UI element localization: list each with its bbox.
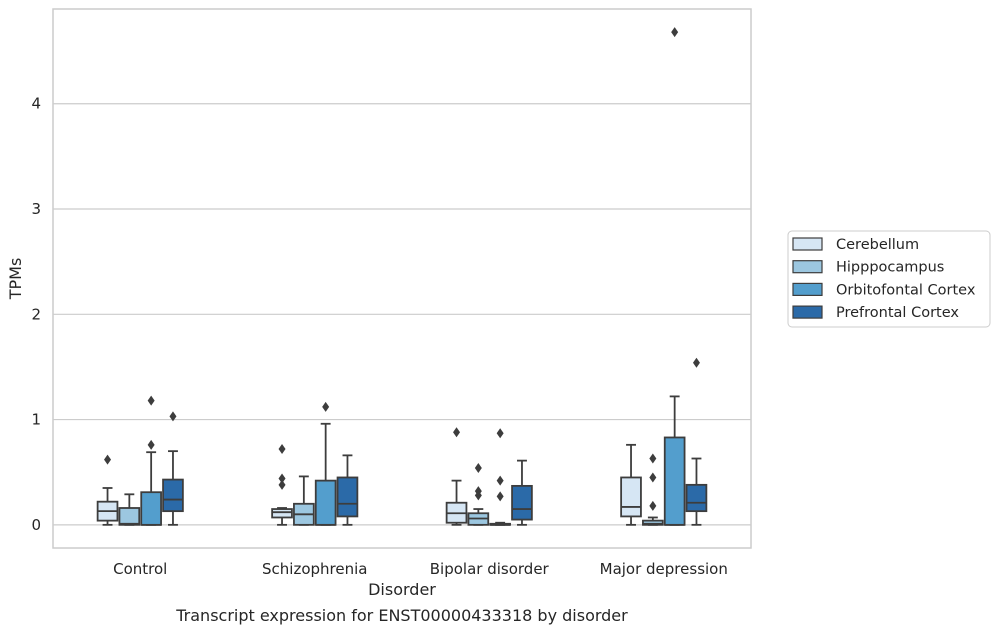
outlier-point [278,444,286,455]
y-tick-label: 4 [31,95,41,113]
legend-swatch [792,282,823,296]
box-group [96,454,119,526]
outlier-point [169,411,177,422]
legend-swatch [792,260,823,274]
outlier-point [147,395,155,406]
outlier-point [649,500,657,511]
outlier-point [278,473,286,484]
y-tick-label: 3 [31,200,41,218]
legend-label: Prefrontal Cortex [836,305,959,321]
box [118,507,141,526]
box-group [642,453,664,526]
x-tick-label: Schizophrenia [262,560,367,578]
x-tick-label: Bipolar disorder [430,560,550,578]
box-group [118,493,141,526]
outlier-point [496,475,504,486]
box [162,478,184,513]
outlier-point [649,472,657,483]
x-tick-label: Control [113,560,167,578]
box-group [293,475,315,526]
box-group [620,443,642,526]
y-tick-label: 1 [31,411,41,429]
box [663,436,686,526]
box-group [511,459,533,526]
legend-item: Prefrontal Cortex [792,305,959,321]
outlier-point [649,453,657,464]
box [620,476,642,518]
legend: Cerebellum Hipppocampus Orbitofontal Corte… [787,230,991,328]
box-group [314,401,337,526]
legend-swatch [792,237,823,251]
outlier-point [496,491,504,502]
outlier-point [322,401,330,412]
outlier-point [692,357,700,368]
y-tick-label: 2 [31,305,41,323]
box-group [336,454,359,526]
outlier-point [453,427,461,438]
box [336,476,359,518]
box-group [445,427,468,526]
legend-item: Cerebellum [792,237,919,253]
y-tick-label: 0 [31,516,41,534]
box-group [271,444,293,526]
legend-frame [787,230,991,328]
legend-label: Hipppocampus [836,260,944,276]
legend-item: Hipppocampus [792,260,944,276]
outlier-point [671,27,679,38]
box-series [96,27,708,526]
plot-area [53,9,751,548]
outlier-point [474,486,482,497]
box [314,479,337,526]
box [511,484,533,521]
legend-label: Orbitofontal Cortex [836,282,976,298]
box [685,483,708,513]
box-group [663,27,686,526]
x-tick-label: Major depression [600,560,728,578]
legend-item: Orbitofontal Cortex [792,282,976,298]
box-group [140,395,162,526]
figure-caption: Transcript expression for ENST0000043331… [176,606,628,625]
box-group [685,357,708,526]
box-group [162,411,184,526]
x-axis-label: Disorder [368,580,436,599]
outlier-point [104,454,112,465]
box [271,508,293,519]
y-axis-label: TPMs [6,258,25,301]
outlier-point [278,479,286,490]
x-axis-ticks: Control Schizophrenia Bipolar disorder Majo… [113,560,728,578]
box [642,519,664,526]
outlier-point [147,439,155,450]
y-axis-ticks: 0 1 2 3 4 [31,95,41,534]
plot-frame [52,8,752,549]
outlier-point [474,462,482,473]
legend-swatch [792,305,823,319]
legend-label: Cerebellum [836,237,919,253]
outlier-point [496,428,504,439]
box-group [489,428,511,526]
box [140,491,162,526]
box-group [467,462,490,526]
